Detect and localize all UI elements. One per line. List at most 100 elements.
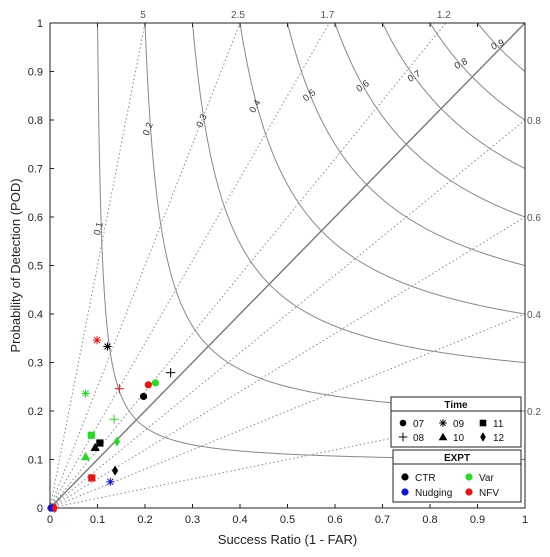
x-tick-label: 0.6	[327, 514, 342, 526]
csi-label-0.7: 0.7	[406, 68, 423, 84]
data-point-ctr-10	[90, 442, 100, 451]
legend-time-label: 12	[493, 433, 505, 444]
y-tick-label: 1	[37, 18, 43, 30]
x-tick-label: 0.5	[280, 514, 295, 526]
data-point-nfv-11	[88, 474, 96, 482]
legend-time-label: 08	[413, 433, 425, 444]
y-tick-label: 0.2	[28, 406, 43, 418]
x-tick-label: 0.1	[90, 514, 105, 526]
bias-label-right: 0.4	[527, 310, 541, 321]
legend-time-marker-09	[439, 419, 447, 427]
x-tick-label: 0.8	[422, 514, 437, 526]
csi-line-0.7	[382, 23, 525, 169]
csi-line-0.9	[477, 23, 525, 72]
y-tick-label: 0.4	[28, 309, 43, 321]
legend-time-label: 10	[453, 433, 465, 444]
y-tick-label: 0.5	[28, 261, 43, 273]
csi-label-0.3: 0.3	[194, 113, 210, 130]
legend-expt-title: EXPT	[444, 453, 470, 464]
legend-expt-label: Nudging	[415, 488, 452, 499]
x-tick-label: 0.4	[232, 514, 247, 526]
data-point-var-11	[87, 431, 95, 439]
bias-line-1	[50, 23, 525, 508]
legend-expt-marker-nudging	[401, 488, 409, 496]
csi-contours	[97, 23, 525, 460]
legend-expt-marker-nfv	[465, 488, 473, 496]
x-tick-label: 0.3	[185, 514, 200, 526]
data-point-nfv-07	[144, 381, 152, 389]
data-point-var-09-spoke	[82, 390, 89, 397]
axes: 0 0.1 0.2 0.3 0.4 0.5 0.6 0.7 0.8 0.9 1 0 0.1 0.2 0.3…	[8, 18, 528, 547]
bias-line-0.6	[50, 216, 525, 508]
csi-label-0.6: 0.6	[354, 78, 371, 95]
legend-time-label: 11	[493, 419, 504, 430]
bias-label-top: 2.5	[231, 10, 245, 21]
data-point-ctr-07	[139, 392, 148, 401]
data-point-var-09	[81, 389, 90, 398]
legend-expt-label: NFV	[479, 488, 499, 499]
y-axis-label: Probability of Detection (POD)	[8, 178, 23, 352]
data-point-ctr-09-spoke	[104, 343, 111, 350]
data-point-var-08	[109, 414, 119, 424]
data-point-nfv-08	[114, 384, 124, 394]
y-tick-label: 0	[37, 503, 43, 515]
csi-line-0.8	[429, 23, 525, 121]
data-point-nfv-12	[51, 502, 58, 514]
bias-label-top: 5	[140, 10, 146, 21]
y-tick-label: 0.1	[28, 455, 43, 467]
bias-label-top: 1.7	[320, 10, 334, 21]
data-point-nudging-09-spoke	[107, 478, 114, 486]
bias-line-0.4	[50, 313, 525, 508]
bias-line-1.2	[50, 23, 447, 508]
legend-time-title: Time	[444, 400, 468, 411]
legend-expt: EXPT CTR Var Nudging NFV	[392, 449, 522, 503]
legend-time-marker-12	[480, 432, 486, 442]
y-tick-label: 0.8	[28, 115, 43, 127]
bias-line-2.5	[50, 23, 241, 508]
bias-label-top: 1.2	[437, 10, 451, 21]
y-tick-label: 0.9	[28, 67, 43, 79]
bias-label-right: 0.8	[527, 116, 541, 127]
data-point-var-12	[113, 436, 121, 447]
legend-time-marker-07	[399, 419, 407, 427]
x-tick-label: 0.9	[470, 514, 485, 526]
csi-label-0.4: 0.4	[247, 98, 263, 115]
bias-line-5	[50, 23, 146, 508]
csi-label-0.2: 0.2	[141, 121, 156, 137]
csi-line-0.4	[239, 23, 525, 315]
data-points	[47, 336, 176, 514]
bias-lines	[50, 23, 525, 508]
x-tick-label: 0	[47, 514, 53, 526]
data-point-var-07	[151, 379, 160, 387]
legend-expt-label: CTR	[415, 473, 436, 484]
data-point-ctr-09	[103, 342, 112, 351]
legend-time: Time 07 09 11 08 10 12	[390, 396, 522, 448]
bias-label-right: 0.2	[527, 407, 541, 418]
y-axis-ticks: 0 0.1 0.2 0.3 0.4 0.5 0.6 0.7 0.8 0.9 1	[28, 18, 54, 515]
legend-expt-label: Var	[479, 473, 494, 484]
x-axis-label: Success Ratio (1 - FAR)	[218, 532, 357, 547]
x-tick-label: 1	[522, 514, 528, 526]
data-point-var-10	[81, 451, 91, 461]
bias-line-1.7	[50, 23, 330, 508]
data-point-nfv-09	[92, 336, 102, 345]
legend-time-label: 09	[453, 419, 465, 430]
csi-label-0.1: 0.1	[92, 221, 106, 237]
x-axis-ticks: 0 0.1 0.2 0.3 0.4 0.5 0.6 0.7 0.8 0.9 1	[47, 23, 528, 526]
legend-expt-marker-var	[465, 473, 473, 481]
data-point-ctr-12	[111, 465, 119, 476]
data-point-ctr-11	[96, 439, 104, 447]
csi-line-0.6	[334, 23, 525, 218]
legend-time-box	[390, 396, 522, 448]
y-tick-label: 0.7	[28, 164, 43, 176]
legend-time-marker-10	[438, 432, 448, 441]
legend-time-marker-09-spoke	[439, 419, 447, 427]
y-tick-label: 0.6	[28, 212, 43, 224]
csi-line-0.3	[192, 23, 525, 363]
legend-expt-marker-ctr	[401, 473, 409, 481]
y-tick-label: 0.3	[28, 358, 43, 370]
csi-label-0.9: 0.9	[490, 37, 507, 52]
bias-label-right: 0.6	[527, 213, 541, 224]
data-point-nudging-09	[106, 477, 115, 486]
